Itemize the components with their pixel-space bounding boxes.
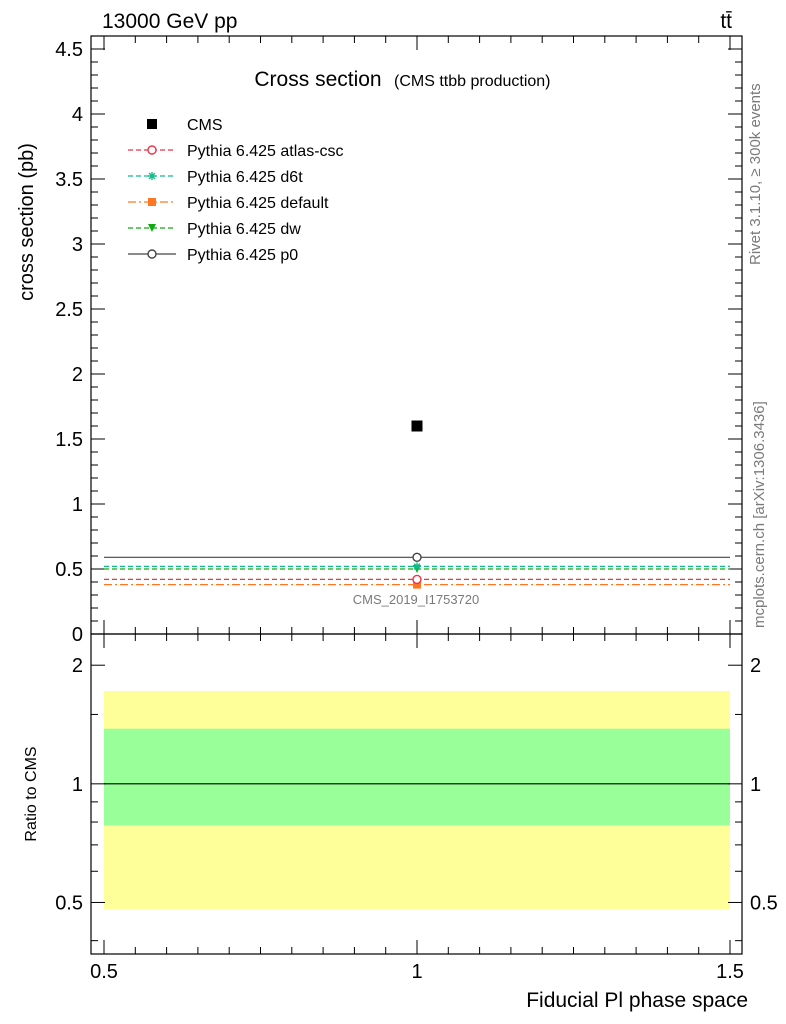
legend-label: Pythia 6.425 dw xyxy=(187,221,301,238)
main-y-tick-label: 0.5 xyxy=(55,559,83,581)
legend-marker xyxy=(148,198,156,206)
main-y-tick-label: 3 xyxy=(72,234,83,256)
series-marker xyxy=(411,420,423,432)
legend-label: Pythia 6.425 default xyxy=(187,195,329,212)
main-y-tick-label: 3.5 xyxy=(55,169,83,191)
x-tick-label: 1.5 xyxy=(716,961,744,983)
series-marker xyxy=(412,574,422,585)
main-chart-subtitle: (CMS ttbb production) xyxy=(394,73,551,90)
series-marker xyxy=(413,562,421,571)
legend-marker xyxy=(148,224,156,232)
header-right-text: tt̄ xyxy=(720,10,732,33)
ratio-y-tick-label-right: 0.5 xyxy=(750,892,778,914)
ratio-y-tick-label: 0.5 xyxy=(55,892,83,914)
legend-label: Pythia 6.425 p0 xyxy=(187,247,298,264)
main-y-tick-label: 2.5 xyxy=(55,299,83,321)
legend: CMS Pythia 6.425 atlas-csc Pythia 6.425 d6… xyxy=(128,117,344,264)
legend-marker xyxy=(148,172,156,180)
series-marker xyxy=(413,580,421,589)
ratio-plot-panel: Ratio to CMS 0.5 0.5 1 1 2 2 0.5 1 1.5 Fiducial… xyxy=(23,36,778,1012)
ratio-y-tick-label-right: 1 xyxy=(750,774,761,796)
x-tick-label: 1 xyxy=(411,961,422,983)
legend-marker xyxy=(147,145,157,155)
ratio-y-tick-label-right: 2 xyxy=(750,655,761,677)
x-axis-label: Fiducial Pl phase space xyxy=(526,989,748,1012)
mcplots-credit-text: mcplots.cern.ch [arXiv:1306.3436] xyxy=(751,401,768,628)
legend-marker xyxy=(147,249,157,259)
series-marker xyxy=(412,552,422,562)
main-plot-panel: Cross section (CMS ttbb production) cros… xyxy=(16,35,743,646)
main-y-tick-label: 4 xyxy=(72,104,83,126)
main-y-tick-label: 4.5 xyxy=(55,39,83,61)
ratio-y-axis-label: Ratio to CMS xyxy=(23,746,40,841)
header-left-text: 13000 GeV pp xyxy=(102,10,237,33)
ratio-band-inner xyxy=(104,728,730,826)
analysis-id-annotation: CMS_2019_I1753720 xyxy=(353,592,480,607)
rivet-version-text: Rivet 3.1.10, ≥ 300k events xyxy=(747,83,764,265)
main-y-tick-label: 0 xyxy=(72,624,83,646)
main-y-tick-label: 1.5 xyxy=(55,429,83,451)
legend-label: CMS xyxy=(187,117,223,134)
main-chart-title: Cross section xyxy=(254,68,381,91)
legend-marker xyxy=(147,119,157,129)
ratio-y-tick-label: 1 xyxy=(72,774,83,796)
ratio-y-tick-label: 2 xyxy=(72,655,83,677)
main-y-tick-label: 1 xyxy=(72,494,83,516)
main-y-tick-label: 2 xyxy=(72,364,83,386)
x-tick-label: 0.5 xyxy=(90,961,118,983)
main-y-axis-label: cross section (pb) xyxy=(16,143,38,301)
legend-label: Pythia 6.425 atlas-csc xyxy=(187,143,344,160)
legend-label: Pythia 6.425 d6t xyxy=(187,169,303,186)
